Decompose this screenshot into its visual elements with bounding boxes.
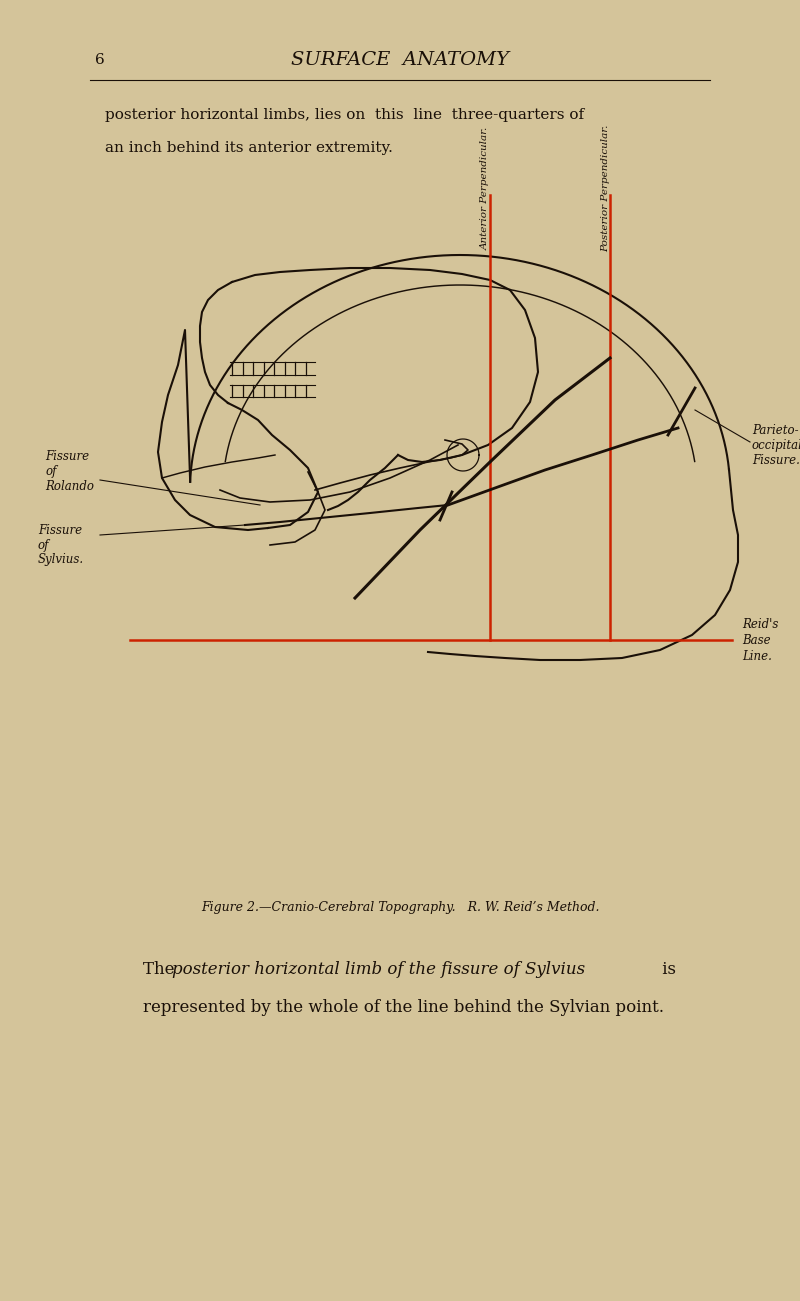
- Text: Figure 2.—Cranio-Cerebral Topography.   R. W. Reid’s Method.: Figure 2.—Cranio-Cerebral Topography. R.…: [201, 902, 599, 915]
- Text: represented by the whole of the line behind the Sylvian point.: represented by the whole of the line beh…: [143, 999, 664, 1016]
- Text: 6: 6: [95, 53, 105, 66]
- Text: Reid's
Base
Line.: Reid's Base Line.: [742, 618, 778, 662]
- Text: posterior horizontal limb of the fissure of Sylvius: posterior horizontal limb of the fissure…: [172, 961, 585, 978]
- Text: Posterior Perpendicular.: Posterior Perpendicular.: [601, 125, 610, 251]
- Text: Fissure
of
Rolando: Fissure of Rolando: [45, 450, 94, 493]
- Text: an inch behind its anterior extremity.: an inch behind its anterior extremity.: [105, 141, 393, 155]
- Text: posterior horizontal limbs, lies on  this  line  three-quarters of: posterior horizontal limbs, lies on this…: [105, 108, 584, 122]
- Text: SURFACE  ANATOMY: SURFACE ANATOMY: [291, 51, 509, 69]
- Text: The: The: [143, 961, 180, 978]
- Text: Anterior Perpendicular.: Anterior Perpendicular.: [481, 126, 490, 250]
- Text: Parieto-
occipital
Fissure.: Parieto- occipital Fissure.: [752, 424, 800, 467]
- Text: Fissure
of
Sylvius.: Fissure of Sylvius.: [38, 523, 84, 566]
- Text: is: is: [657, 961, 676, 978]
